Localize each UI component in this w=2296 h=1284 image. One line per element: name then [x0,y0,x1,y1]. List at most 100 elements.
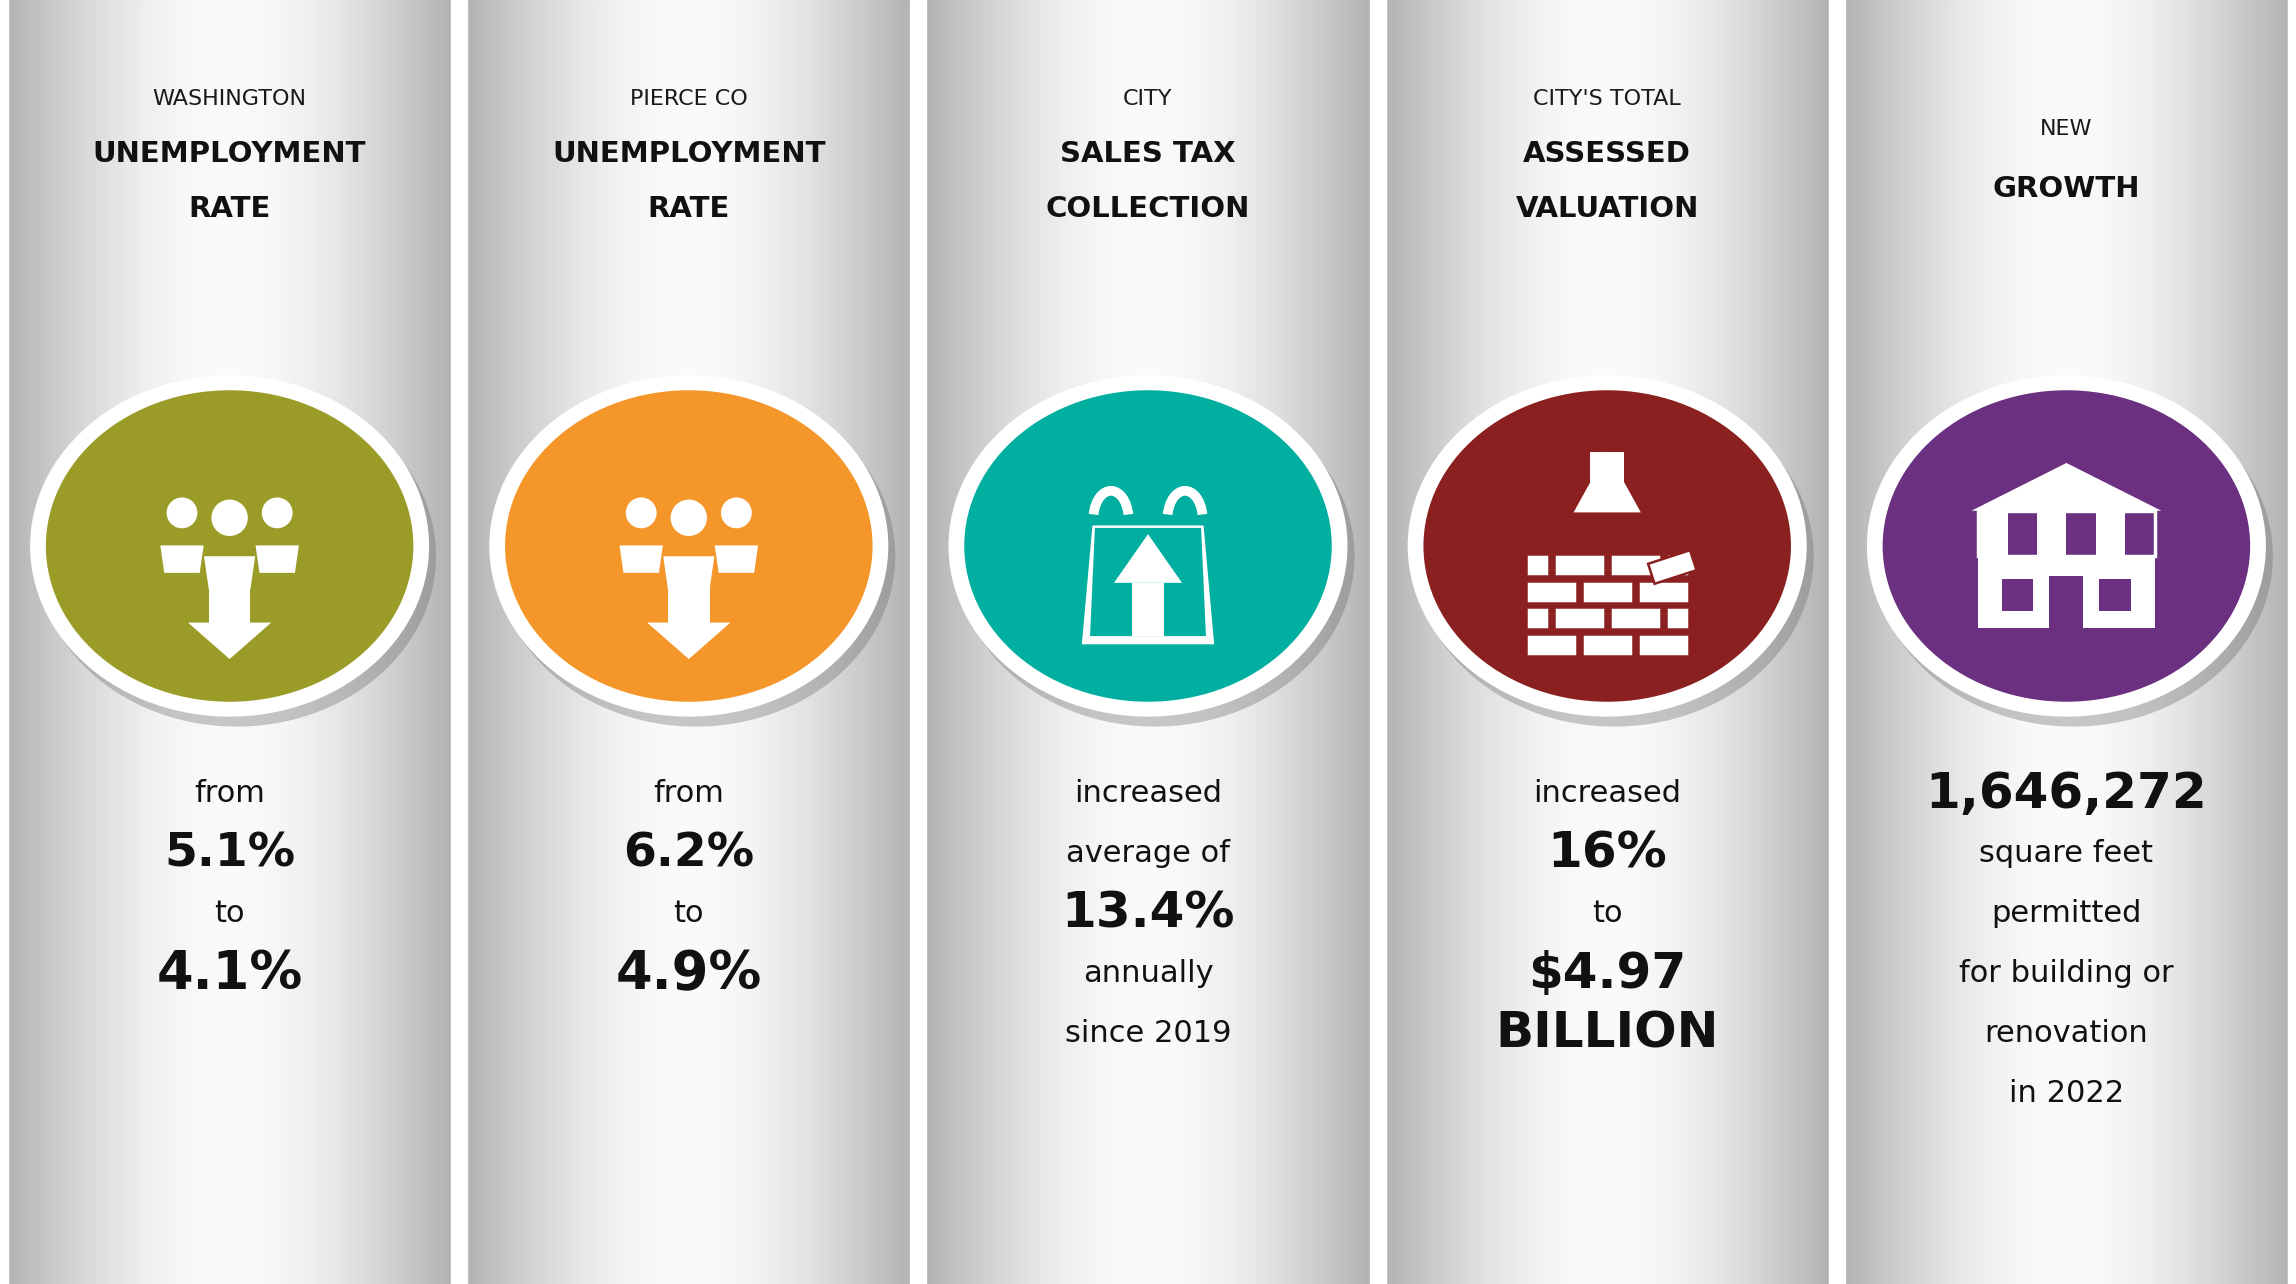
Bar [18,0,23,1284]
Bar [1651,0,1658,1284]
Bar [2289,0,2296,1284]
Bar [813,0,817,1284]
Bar [1212,0,1217,1284]
Bar [785,0,790,1284]
Text: 13.4%: 13.4% [1061,890,1235,939]
Bar [2032,0,2039,1284]
Bar [1143,0,1150,1284]
Bar [2186,0,2190,1284]
Bar [730,0,735,1284]
Bar [700,0,705,1284]
Bar [487,0,494,1284]
Bar [546,0,553,1284]
Bar [422,0,429,1284]
Text: increased: increased [1075,779,1221,809]
Bar [2002,0,2009,1284]
Bar [1171,0,1176,1284]
Circle shape [721,497,751,528]
Bar [946,0,953,1284]
Bar [1182,0,1187,1284]
Bar [1837,0,1844,1284]
Bar [606,0,613,1284]
Bar [693,0,698,1284]
Bar [588,0,592,1284]
Bar [2108,0,2112,1284]
Bar [863,0,870,1284]
Ellipse shape [1424,390,1791,702]
Bar [1894,0,1901,1284]
Bar [39,0,46,1284]
Bar [845,0,850,1284]
Bar [1125,0,1132,1284]
Bar [1603,0,1609,1284]
Bar [1322,0,1329,1284]
Bar [294,0,298,1284]
Bar [1779,0,1784,1284]
Bar [480,0,484,1284]
Bar [2030,0,2034,1284]
Text: BILLION: BILLION [1495,1011,1720,1058]
Bar [521,0,526,1284]
Bar [241,0,246,1284]
Bar [1614,0,1621,1284]
Circle shape [262,497,292,528]
Bar [1182,534,1189,556]
Bar [925,0,930,1284]
Bar [207,0,214,1284]
Bar [324,0,328,1284]
Bar [147,0,154,1284]
Bar [1720,0,1724,1284]
Bar [636,0,643,1284]
Bar [1185,0,1189,1284]
Bar [1476,0,1481,1284]
Bar [622,0,627,1284]
Bar [1548,0,1552,1284]
Bar [574,0,579,1284]
Bar [1697,0,1701,1284]
Bar [792,0,799,1284]
Bar [344,0,351,1284]
Bar [331,0,335,1284]
Bar [1917,0,1922,1284]
Circle shape [670,499,707,535]
Bar [645,0,650,1284]
Bar [905,0,909,1284]
Bar [1984,0,1991,1284]
Polygon shape [1114,534,1182,583]
Bar [163,0,168,1284]
Bar [473,0,478,1284]
Bar [1582,0,1587,1284]
Bar [714,0,721,1284]
Bar [1869,0,1874,1284]
Bar [1153,0,1157,1284]
Bar [411,0,418,1284]
Ellipse shape [489,375,889,716]
Bar [2011,0,2016,1284]
Bar [1644,0,1649,1284]
Bar [2220,0,2225,1284]
Bar [944,0,948,1284]
Bar [1761,0,1766,1284]
Bar [1823,0,1828,1284]
Text: to: to [214,900,246,928]
Bar [912,0,918,1284]
Bar [1203,0,1210,1284]
Bar [1238,0,1242,1284]
Bar [1155,0,1162,1284]
Bar [2239,0,2243,1284]
Bar [1892,0,1896,1284]
Bar [1589,0,1593,1284]
Bar [1674,0,1678,1284]
Bar [397,0,402,1284]
Text: increased: increased [1534,779,1681,809]
Bar [664,0,668,1284]
Bar [2133,0,2138,1284]
Text: WASHINGTON: WASHINGTON [152,89,308,109]
Bar [1134,0,1139,1284]
Bar [987,0,994,1284]
Bar [1722,0,1729,1284]
Bar [1378,0,1384,1284]
Bar [771,0,776,1284]
Bar [1244,0,1249,1284]
Bar [1474,0,1479,1284]
